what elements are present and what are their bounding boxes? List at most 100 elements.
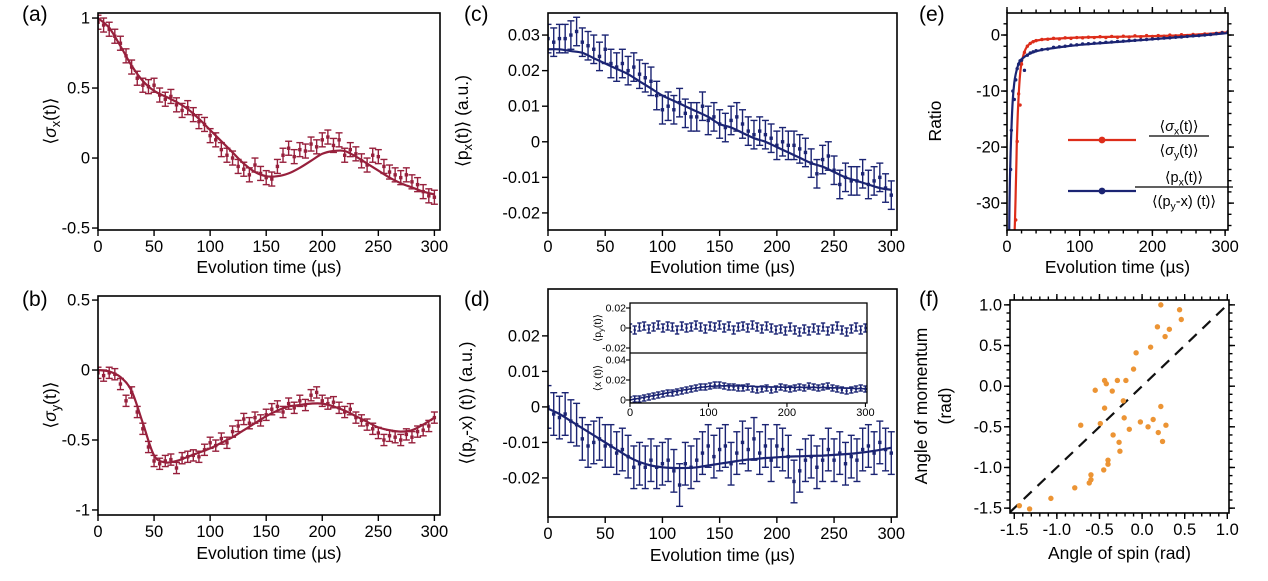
x-tick-label: 300 xyxy=(1211,238,1239,256)
panel-label-f: (f) xyxy=(919,288,939,311)
y-tick-label: 0.5 xyxy=(67,80,90,98)
x-tick-label: 0 xyxy=(543,525,552,543)
y-tick-label: 1.0 xyxy=(979,296,1002,314)
y-tick-label: -0.5 xyxy=(62,431,90,449)
y-axis-title: ⟨σx(t)⟩ xyxy=(40,97,63,144)
y-tick-label: -1.0 xyxy=(974,459,1002,477)
x-tick-label: 100 xyxy=(196,238,224,256)
x-tick-label: 150 xyxy=(252,523,280,541)
panel-label-b: (b) xyxy=(22,288,48,311)
panel-label-d: (d) xyxy=(464,288,490,311)
inset-frame xyxy=(629,302,868,404)
y-tick-label: 0.02 xyxy=(508,327,540,345)
x-tick-label: 50 xyxy=(596,238,614,256)
y-tick-label: -0.02 xyxy=(502,469,540,487)
x-tick-label: 0 xyxy=(93,238,102,256)
identity-line xyxy=(1010,302,1229,513)
inset-y-tick-label: 0.02 xyxy=(606,375,627,387)
y-tick-label: -30 xyxy=(976,195,1000,213)
plot-series xyxy=(548,384,895,508)
x-tick-label: 150 xyxy=(252,238,280,256)
x-tick-label: -0.5 xyxy=(1085,521,1113,539)
x-tick-label: 50 xyxy=(145,238,163,256)
y-axis-title: (rad) xyxy=(935,388,955,425)
x-tick-label: 200 xyxy=(1139,238,1167,256)
legend-numerator: ⟨σx(t)⟩ xyxy=(1160,119,1199,138)
y-tick-label: 0.03 xyxy=(508,27,540,45)
series-sigma-ratio-data xyxy=(1014,29,1228,222)
x-tick-label: 0 xyxy=(543,238,552,256)
panel-d: 0 50 100 150 200 250 300 0.02 0.01 0 -0.01 -0.02 Evo… xyxy=(456,288,906,565)
series-angle-points xyxy=(1016,302,1184,512)
y-tick-label: 0.02 xyxy=(508,62,540,80)
y-axis-title: Angle of momentum xyxy=(911,328,931,485)
axes-ticks xyxy=(1001,7,1234,236)
y-tick-label: 0 xyxy=(81,362,90,380)
plot-area xyxy=(98,296,440,515)
y-tick-label: 0.01 xyxy=(508,363,540,381)
legend-denominator: ⟨(py-x) (t)⟩ xyxy=(1152,194,1216,213)
panel-label-a: (a) xyxy=(22,3,48,26)
y-tick-label: 0 xyxy=(531,133,540,151)
x-tick-label: 200 xyxy=(763,238,791,256)
y-tick-label: 0.01 xyxy=(508,98,540,116)
inset-x-tick-label: 200 xyxy=(778,407,796,419)
plot-frame xyxy=(1006,12,1229,231)
legend-marker-icon xyxy=(1098,136,1106,144)
inset-y-tick-label: 0.04 xyxy=(606,355,627,367)
axes-labels: 0 100 200 300 0 -10 -20 -30 Evolution time (µs) R… xyxy=(925,27,1239,277)
x-tick-label: 0 xyxy=(93,523,102,541)
x-tick-label: 150 xyxy=(706,525,734,543)
panel-c: 0 50 100 150 200 250 300 0.03 0.02 0.01 0 -0.01 -0.0… xyxy=(452,12,905,277)
plot-area xyxy=(98,13,440,230)
plot-frame xyxy=(547,288,898,518)
series-sigma-x-fit xyxy=(98,17,435,196)
plot-frame xyxy=(547,12,898,231)
panel-f: -1.5 -1.0 -0.5 0.0 0.5 1.0 1.0 0.5 0.0 -0.5 -1.0 -1… xyxy=(911,294,1239,563)
y-axis-title: Ratio xyxy=(925,101,945,142)
panel-label-e: (e) xyxy=(919,3,945,26)
panel-e: 0 100 200 300 0 -10 -20 -30 Evolution time (µs) R… xyxy=(925,7,1239,277)
y-tick-label: 0.5 xyxy=(979,337,1002,355)
x-tick-label: 300 xyxy=(421,523,449,541)
y-tick-label: -0.02 xyxy=(502,204,540,222)
axes-ticks xyxy=(1004,294,1235,519)
series-px-fit xyxy=(548,48,892,191)
axes-ticks xyxy=(92,299,436,521)
y-axis-title: ⟨σy(t)⟩ xyxy=(40,381,63,428)
inset-y-tick-label: 0.02 xyxy=(606,303,627,315)
y-tick-label: 0 xyxy=(991,27,1000,45)
axes-ticks xyxy=(542,335,892,523)
axes-labels: 0 50 100 150 200 250 300 0.03 0.02 0.01 0 -0.01 -0.0… xyxy=(452,27,905,277)
x-tick-label: 150 xyxy=(706,238,734,256)
inset-y-tick-label: 0 xyxy=(620,323,626,335)
axes-ticks xyxy=(92,17,436,236)
x-axis-title: Evolution time (µs) xyxy=(196,257,341,277)
y-axis-title: ⟨px(t)⟩ (a.u.) xyxy=(452,75,475,167)
inset-y-axis-title: ⟨x (t)⟩ xyxy=(592,365,604,391)
y-tick-label: -0.5 xyxy=(974,418,1002,436)
x-tick-label: 250 xyxy=(820,238,848,256)
series-sigma-y-fit xyxy=(98,368,435,464)
y-tick-label: -10 xyxy=(976,83,1000,101)
plot-series xyxy=(98,14,438,205)
x-tick-label: 300 xyxy=(878,525,906,543)
x-tick-label: -1.5 xyxy=(1000,521,1028,539)
axes-labels: 0 50 100 150 200 250 300 0.5 0 -0.5 -1 Evolution ti… xyxy=(40,292,448,563)
x-axis-title: Evolution time (µs) xyxy=(196,543,341,563)
x-axis-title: Evolution time (µs) xyxy=(650,257,795,277)
x-axis-title: Evolution time (µs) xyxy=(1045,257,1190,277)
inset-y-tick-label: 0 xyxy=(620,395,626,407)
x-tick-label: 300 xyxy=(878,238,906,256)
plot-series xyxy=(1008,29,1228,230)
legend-denominator: ⟨σy(t)⟩ xyxy=(1160,143,1199,162)
x-tick-label: 300 xyxy=(421,238,449,256)
x-tick-label: 250 xyxy=(365,523,393,541)
y-tick-label: -1 xyxy=(75,501,90,519)
y-tick-label: -0.01 xyxy=(502,434,540,452)
x-tick-label: 0 xyxy=(1002,238,1011,256)
plot-area xyxy=(548,13,897,230)
x-axis-title: Angle of spin (rad) xyxy=(1048,543,1191,563)
